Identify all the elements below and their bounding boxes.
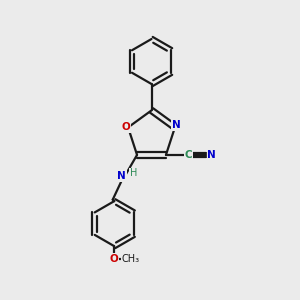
Text: C: C: [184, 150, 192, 160]
Text: N: N: [172, 120, 181, 130]
Text: O: O: [121, 122, 130, 132]
Text: N: N: [208, 150, 216, 160]
Text: O: O: [110, 254, 118, 264]
Text: CH₃: CH₃: [122, 254, 140, 264]
Text: N: N: [117, 171, 126, 181]
Text: H: H: [130, 168, 137, 178]
